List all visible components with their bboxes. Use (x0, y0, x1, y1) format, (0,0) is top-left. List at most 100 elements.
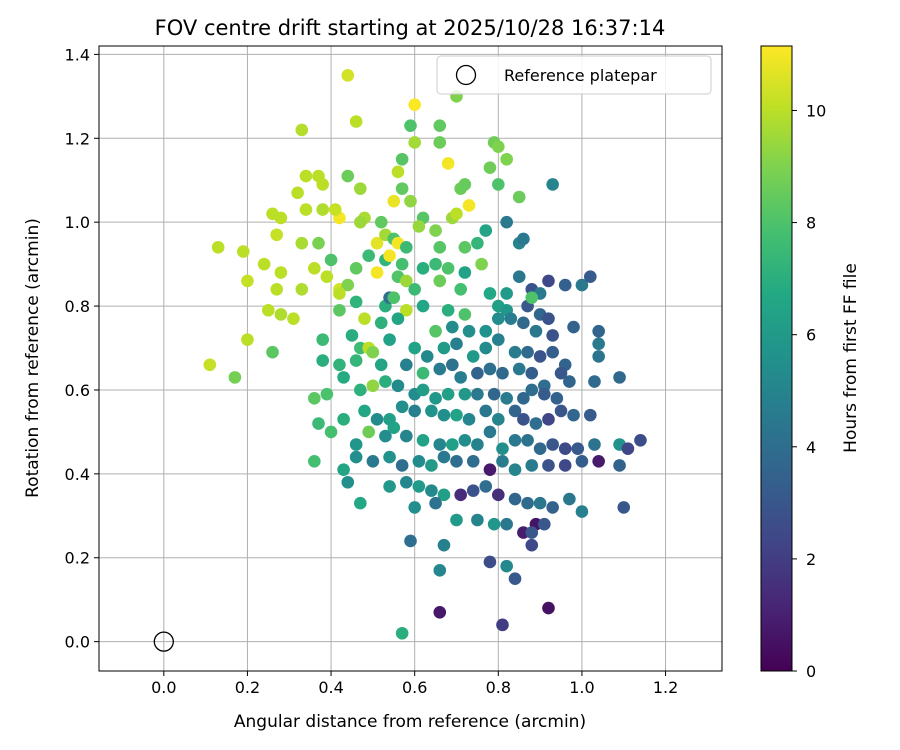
data-point (324, 425, 338, 439)
data-point (466, 454, 480, 468)
data-point (546, 329, 559, 342)
x-tick-label: 0.4 (318, 678, 343, 697)
data-point (308, 392, 321, 405)
y-tick-label: 0.0 (65, 633, 90, 652)
data-point (546, 178, 559, 191)
data-point (433, 241, 447, 254)
chart-title: FOV centre drift starting at 2025/10/28 … (155, 16, 666, 40)
data-point (391, 312, 405, 325)
data-point (400, 429, 413, 443)
data-point (408, 136, 421, 149)
y-tick-label: 0.4 (65, 465, 90, 484)
data-point (400, 475, 413, 489)
data-point (358, 404, 371, 418)
data-point (517, 413, 530, 426)
data-point (558, 459, 572, 472)
data-point (416, 366, 430, 380)
reference-platepar-marker (153, 631, 174, 652)
data-point (379, 429, 392, 443)
data-point (458, 178, 472, 191)
data-point (546, 438, 559, 451)
y-axis-label: Rotation from reference (arcmin) (23, 218, 43, 498)
x-axis-ticks: 0.0 0.2 0.4 0.6 0.8 1.0 1.2 (151, 671, 678, 697)
data-point (475, 257, 488, 271)
data-point (450, 207, 463, 221)
data-point (492, 312, 505, 325)
data-point (395, 400, 409, 414)
data-point (450, 513, 463, 527)
data-point (521, 433, 534, 447)
data-point (492, 413, 505, 426)
data-point (320, 270, 334, 284)
data-point (496, 454, 509, 468)
data-point (341, 69, 355, 82)
y-tick-label: 0.8 (65, 297, 90, 316)
colorbar-gradient (760, 45, 793, 672)
data-point (387, 421, 401, 435)
data-point (433, 605, 447, 619)
data-point (592, 337, 605, 351)
data-point (362, 249, 375, 263)
data-point (408, 282, 421, 296)
data-point (295, 282, 309, 296)
data-point (508, 345, 522, 359)
data-point (333, 303, 346, 317)
data-point (441, 262, 455, 275)
data-point (408, 404, 421, 418)
data-point (412, 220, 426, 233)
data-point (433, 438, 447, 451)
data-point (437, 408, 451, 422)
data-point (387, 194, 401, 208)
data-point (354, 383, 367, 397)
data-point (567, 320, 580, 334)
data-point (408, 98, 421, 112)
data-point (471, 366, 484, 380)
data-point (504, 312, 518, 325)
data-point (496, 366, 509, 380)
data-point (517, 232, 530, 246)
data-point (320, 387, 334, 401)
data-point (479, 224, 493, 237)
data-point (370, 236, 384, 250)
data-point (542, 274, 555, 288)
data-point (383, 249, 396, 263)
data-point (333, 358, 346, 372)
data-point (270, 282, 284, 296)
data-point (270, 228, 284, 242)
data-point (441, 157, 455, 170)
data-point (446, 438, 459, 451)
data-point (471, 387, 484, 401)
data-point (395, 459, 409, 472)
data-point (299, 169, 313, 183)
data-point (487, 387, 501, 401)
data-point (583, 270, 597, 284)
data-point (349, 354, 363, 367)
data-point (333, 287, 346, 300)
data-point (341, 475, 355, 489)
data-point (621, 442, 635, 455)
data-point (387, 291, 401, 304)
data-point (291, 186, 304, 200)
data-point (508, 463, 522, 476)
data-point (458, 387, 472, 401)
data-point (575, 505, 589, 518)
data-point (466, 484, 480, 497)
data-point (437, 488, 451, 502)
data-point (274, 266, 288, 279)
data-point (592, 324, 605, 338)
data-point (437, 538, 451, 552)
data-point (542, 312, 555, 325)
data-point (592, 350, 605, 363)
data-point (458, 433, 472, 447)
data-point (483, 287, 497, 300)
data-point (383, 480, 396, 493)
data-point (404, 534, 417, 548)
data-point (479, 404, 493, 418)
data-point (471, 236, 484, 250)
data-point (458, 266, 472, 279)
data-point (400, 241, 413, 254)
y-tick-label: 1.0 (65, 213, 90, 232)
data-point (308, 262, 321, 275)
data-point (429, 496, 442, 510)
